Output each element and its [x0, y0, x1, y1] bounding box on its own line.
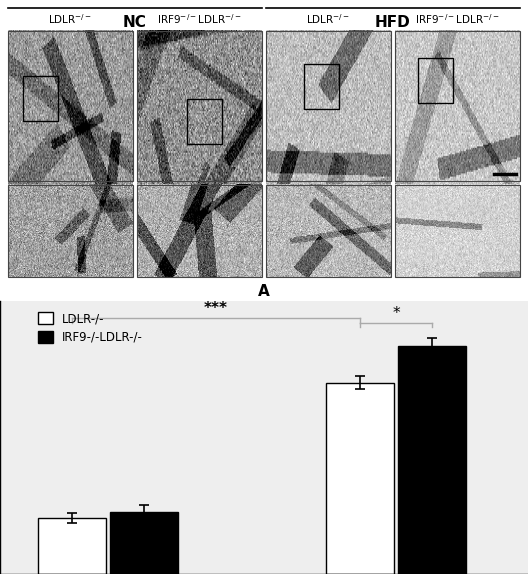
- Text: IRF9$^{-/-}$LDLR$^{-/-}$: IRF9$^{-/-}$LDLR$^{-/-}$: [415, 13, 500, 26]
- Bar: [399, 346, 466, 574]
- Bar: [395, 185, 520, 277]
- Text: NC: NC: [123, 14, 147, 29]
- Bar: [137, 185, 262, 277]
- Bar: [137, 31, 262, 181]
- Text: A: A: [258, 284, 270, 298]
- Text: *: *: [392, 306, 400, 321]
- Bar: [418, 58, 452, 103]
- Text: LDLR$^{-/-}$: LDLR$^{-/-}$: [306, 13, 351, 26]
- Text: IRF9$^{-/-}$LDLR$^{-/-}$: IRF9$^{-/-}$LDLR$^{-/-}$: [157, 13, 242, 26]
- Bar: [304, 64, 338, 109]
- Bar: [395, 31, 520, 181]
- Bar: [8, 185, 133, 277]
- Bar: [110, 511, 177, 574]
- Bar: [187, 99, 222, 144]
- Bar: [326, 383, 393, 574]
- Bar: [266, 31, 391, 181]
- Legend: LDLR-/-, IRF9-/-LDLR-/-: LDLR-/-, IRF9-/-LDLR-/-: [37, 312, 143, 344]
- Bar: [39, 518, 106, 574]
- Bar: [23, 76, 58, 121]
- Text: ***: ***: [204, 301, 228, 316]
- Bar: [266, 185, 391, 277]
- Bar: [8, 31, 133, 181]
- Text: HFD: HFD: [375, 14, 411, 29]
- Text: LDLR$^{-/-}$: LDLR$^{-/-}$: [49, 13, 92, 26]
